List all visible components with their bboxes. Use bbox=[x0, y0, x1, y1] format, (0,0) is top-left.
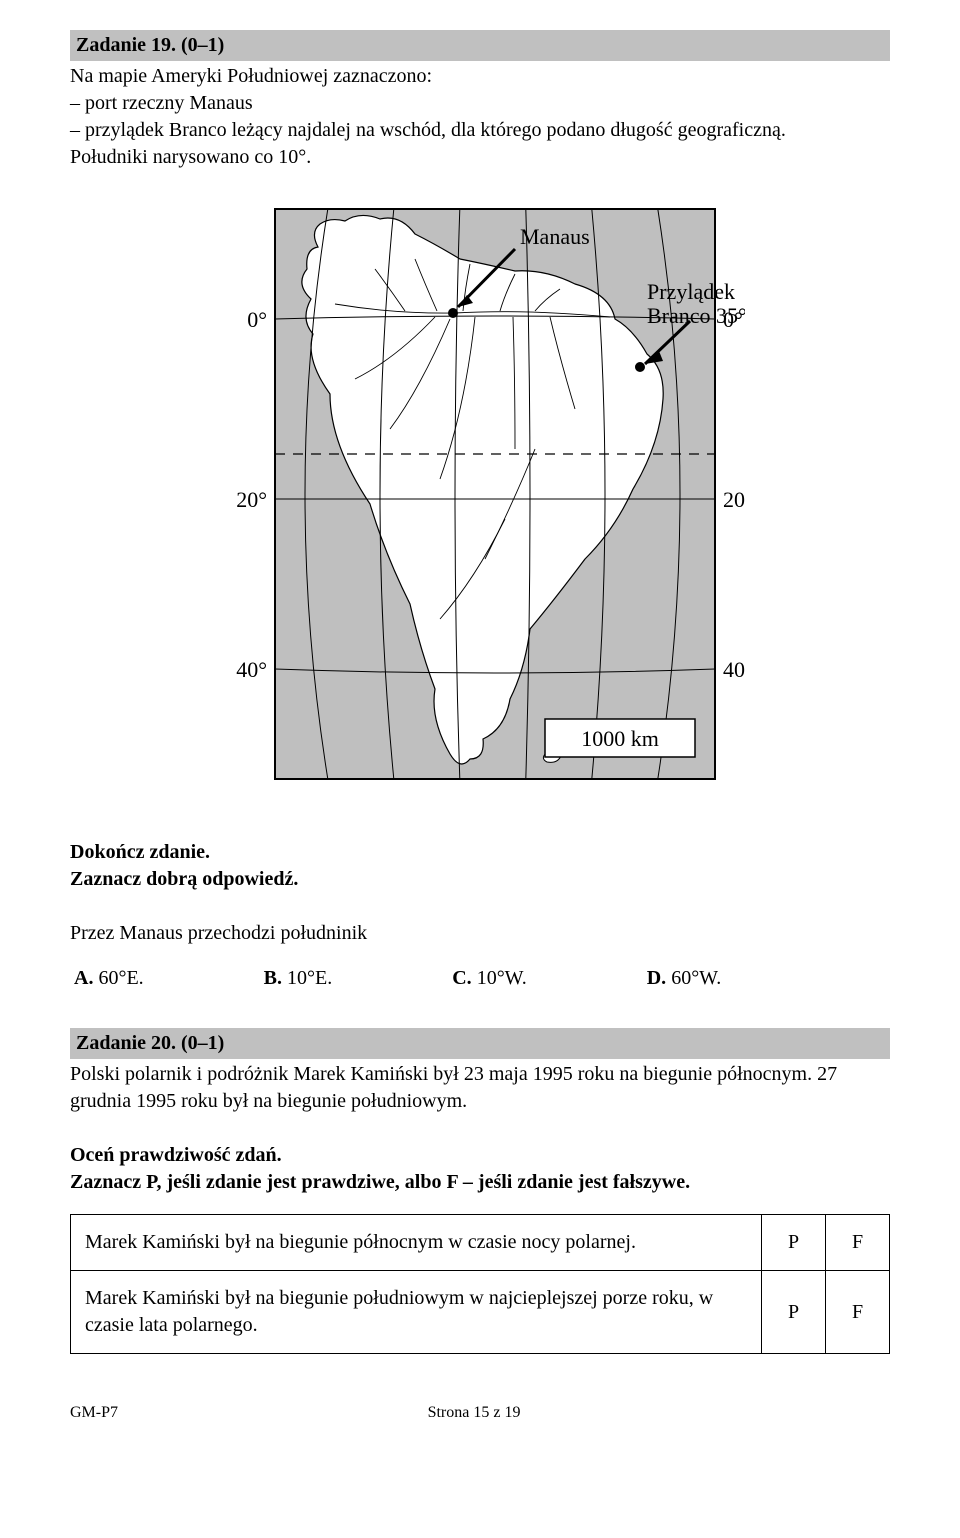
row2-text: Marek Kamiński był na biegunie południow… bbox=[71, 1271, 762, 1354]
task19-question: Przez Manaus przechodzi południnik bbox=[70, 920, 890, 947]
row2-p[interactable]: P bbox=[762, 1271, 826, 1354]
svg-text:0°: 0° bbox=[723, 307, 743, 332]
option-a[interactable]: A. 60°E. bbox=[74, 965, 144, 992]
option-b[interactable]: B. 10°E. bbox=[264, 965, 333, 992]
task19-bullet-1: port rzeczny Manaus bbox=[70, 90, 890, 117]
task19-finish: Dokończ zdanie. bbox=[70, 839, 890, 866]
manaus-point bbox=[448, 308, 458, 318]
svg-text:40°: 40° bbox=[236, 657, 267, 682]
option-c[interactable]: C. 10°W. bbox=[452, 965, 527, 992]
truth-table: Marek Kamiński był na biegunie północnym… bbox=[70, 1214, 890, 1354]
branco-point bbox=[635, 362, 645, 372]
row1-p[interactable]: P bbox=[762, 1215, 826, 1271]
option-a-label: A. bbox=[74, 967, 93, 989]
task19-bullet-2: przylądek Branco leżący najdalej na wsch… bbox=[70, 117, 890, 144]
task20-instr2: Zaznacz P, jeśli zdanie jest prawdziwe, … bbox=[70, 1169, 890, 1196]
svg-text:40°: 40° bbox=[723, 657, 745, 682]
option-a-text: 60°E. bbox=[98, 967, 143, 989]
option-c-label: C. bbox=[452, 967, 471, 989]
page-footer: GM-P7 Strona 15 z 19 bbox=[70, 1402, 890, 1424]
option-d-text: 60°W. bbox=[671, 967, 721, 989]
task20-body: Polski polarnik i podróżnik Marek Kamińs… bbox=[70, 1061, 890, 1115]
branco-label-line1: Przylądek bbox=[647, 279, 735, 304]
task19-intro: Na mapie Ameryki Południowej zaznaczono: bbox=[70, 63, 890, 90]
row1-text: Marek Kamiński był na biegunie północnym… bbox=[71, 1215, 762, 1271]
map-axis-right: 0° 20° 40° bbox=[723, 307, 745, 682]
task20-header: Zadanie 20. (0–1) bbox=[70, 1028, 890, 1059]
option-b-label: B. bbox=[264, 967, 282, 989]
option-b-text: 10°E. bbox=[287, 967, 332, 989]
south-america-map: Manaus Przylądek Branco 35°W 1000 km 0°2… bbox=[215, 199, 745, 799]
task20-instr1: Oceń prawdziwość zdań. bbox=[70, 1142, 890, 1169]
task19-header: Zadanie 19. (0–1) bbox=[70, 30, 890, 61]
map-scale-label: 1000 km bbox=[581, 726, 659, 751]
option-d-label: D. bbox=[647, 967, 666, 989]
footer-center: Strona 15 z 19 bbox=[118, 1402, 830, 1424]
task19-options: A. 60°E. B. 10°E. C. 10°W. D. 60°W. bbox=[70, 965, 890, 992]
table-row: Marek Kamiński był na biegunie północnym… bbox=[71, 1215, 890, 1271]
row2-f[interactable]: F bbox=[826, 1271, 890, 1354]
svg-text:20°: 20° bbox=[236, 487, 267, 512]
task19-meridian-note: Południki narysowano co 10°. bbox=[70, 144, 890, 171]
task19-choose: Zaznacz dobrą odpowiedź. bbox=[70, 866, 890, 893]
row1-f[interactable]: F bbox=[826, 1215, 890, 1271]
task19-body: Na mapie Ameryki Południowej zaznaczono:… bbox=[70, 63, 890, 171]
svg-text:0°: 0° bbox=[247, 307, 267, 332]
option-c-text: 10°W. bbox=[477, 967, 527, 989]
footer-left: GM-P7 bbox=[70, 1402, 118, 1424]
map-axis-left: 0° 20° 40° bbox=[236, 307, 267, 682]
map-scale-bar: 1000 km bbox=[545, 719, 695, 757]
manaus-label: Manaus bbox=[520, 224, 590, 249]
option-d[interactable]: D. 60°W. bbox=[647, 965, 722, 992]
table-row: Marek Kamiński był na biegunie południow… bbox=[71, 1271, 890, 1354]
svg-text:20°: 20° bbox=[723, 487, 745, 512]
